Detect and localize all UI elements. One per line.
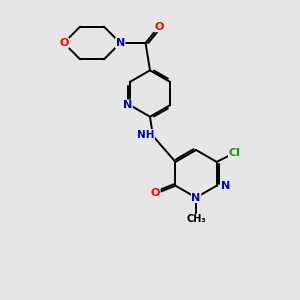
Text: O: O (154, 22, 164, 32)
Text: O: O (151, 188, 160, 198)
Text: NH: NH (137, 130, 154, 140)
Text: N: N (123, 100, 132, 110)
Text: Cl: Cl (229, 148, 240, 158)
Text: N: N (116, 38, 125, 48)
Text: CH₃: CH₃ (186, 214, 206, 224)
Text: N: N (221, 181, 230, 191)
Text: N: N (191, 193, 201, 202)
Text: O: O (59, 38, 68, 48)
